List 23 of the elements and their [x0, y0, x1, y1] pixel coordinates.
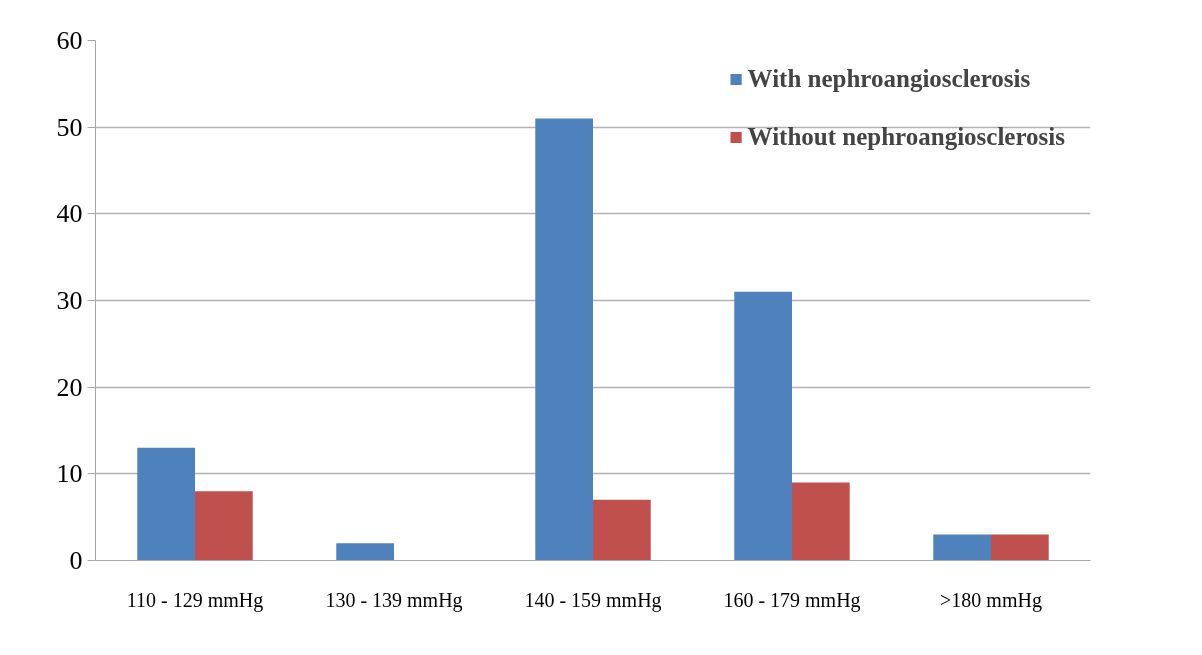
x-tick-label: 160 - 179 mmHg [723, 588, 861, 612]
x-tick-label: 140 - 159 mmHg [524, 588, 662, 612]
y-tick-label: 10 [56, 459, 83, 489]
bar [792, 482, 850, 561]
bar [593, 499, 651, 561]
bar [195, 491, 253, 561]
legend-label: Without nephroangiosclerosis [747, 123, 1065, 151]
bar [991, 534, 1049, 561]
y-tick-label: 40 [56, 199, 83, 229]
y-tick-label: 20 [56, 372, 83, 402]
y-tick-label: 60 [56, 26, 83, 55]
x-tick-label: 130 - 139 mmHg [325, 588, 463, 612]
y-tick-label: 0 [69, 546, 83, 575]
bar [137, 447, 195, 561]
bar [336, 543, 394, 561]
legend-label: With nephroangiosclerosis [747, 65, 1031, 93]
bar [535, 118, 593, 561]
x-tick-label: >180 mmHg [940, 588, 1042, 612]
bar [734, 291, 792, 561]
y-tick-label: 50 [56, 112, 83, 142]
y-tick-label: 30 [56, 286, 83, 315]
bar [933, 534, 991, 561]
x-tick-label: 110 - 129 mmHg [126, 588, 264, 612]
